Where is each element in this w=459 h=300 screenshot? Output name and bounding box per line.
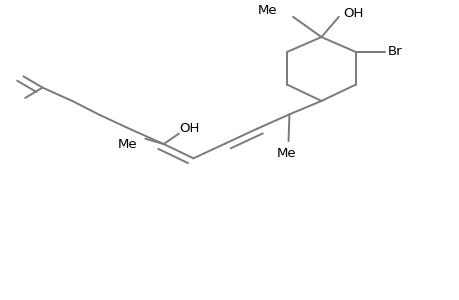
Text: OH: OH [343, 7, 363, 20]
Text: Me: Me [118, 138, 137, 151]
Text: Me: Me [257, 4, 277, 17]
Text: Me: Me [276, 147, 296, 160]
Text: OH: OH [179, 122, 199, 135]
Text: Br: Br [387, 45, 402, 58]
